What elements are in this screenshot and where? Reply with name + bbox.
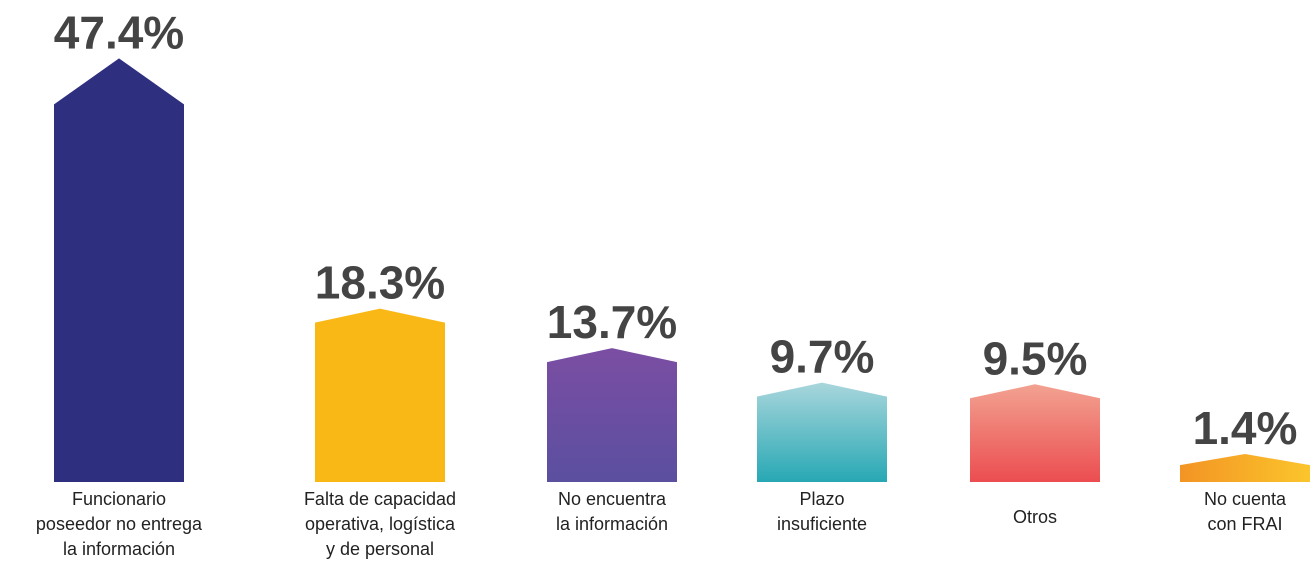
value-label: 9.5% [983,332,1088,384]
category-label: No encuentra [558,489,667,509]
category-label: poseedor no entrega [36,514,203,534]
value-label: 18.3% [315,257,445,309]
bar [547,348,677,482]
bar [54,58,184,483]
category-label: Plazo [799,489,844,509]
value-label: 47.4% [54,6,184,58]
value-label: 13.7% [547,296,677,348]
category-label: y de personal [326,539,434,559]
value-label: 9.7% [770,331,875,383]
category-label: No cuenta [1204,489,1287,509]
category-label: operativa, logística [305,514,456,534]
category-label: la información [556,514,668,534]
category-label: la información [63,539,175,559]
bar [1180,453,1310,482]
category-label: Otros [1013,507,1057,527]
bar [315,308,445,482]
category-label: con FRAI [1207,514,1282,534]
category-label: insuficiente [777,514,867,534]
value-label: 1.4% [1193,402,1298,454]
category-label: Falta de capacidad [304,489,456,509]
category-label: Funcionario [72,489,166,509]
bar [970,384,1100,482]
bar [757,382,887,482]
